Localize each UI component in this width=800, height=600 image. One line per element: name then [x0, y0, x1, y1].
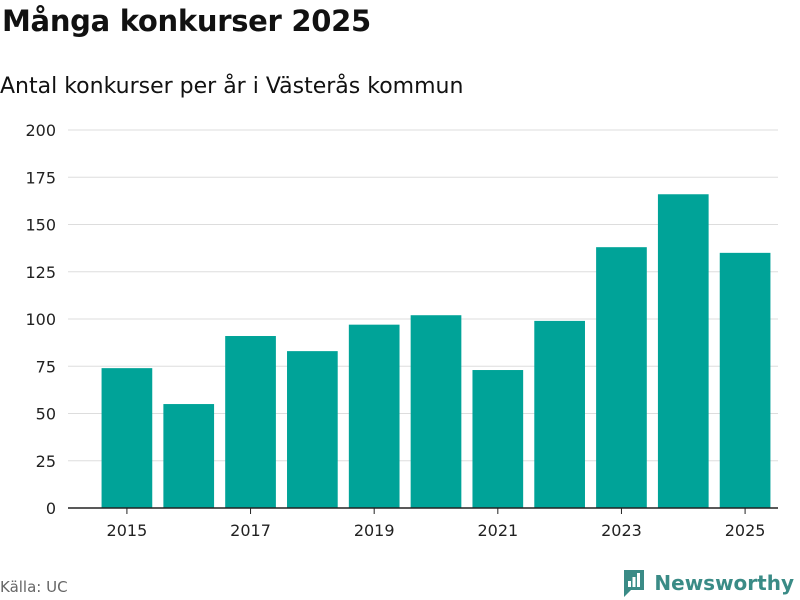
x-tick-label: 2023	[601, 521, 642, 540]
x-tick-label: 2021	[477, 521, 518, 540]
bar	[719, 252, 771, 508]
bar	[596, 247, 647, 508]
bar	[287, 351, 338, 508]
y-tick-label: 0	[46, 499, 56, 518]
bar	[534, 320, 585, 508]
bar-chart: 0 25 50 75 100 125 150 175 200 2015 2017 2019 2021 20…	[25, 121, 778, 540]
bar	[657, 194, 709, 508]
bar	[225, 336, 276, 508]
bar	[348, 324, 400, 508]
y-tick-label: 25	[36, 452, 56, 471]
brand: Newsworthy	[622, 568, 794, 598]
y-tick-label: 100	[25, 310, 56, 329]
bar	[101, 368, 153, 508]
bar	[410, 315, 462, 508]
x-tick-label: 2015	[107, 521, 148, 540]
source-note: Källa: UC	[0, 578, 68, 596]
y-tick-label: 50	[36, 405, 56, 424]
bar	[163, 404, 215, 508]
x-tick-label: 2017	[230, 521, 271, 540]
x-tick-label: 2019	[354, 521, 395, 540]
y-tick-label: 125	[25, 263, 56, 282]
chart-subtitle: Antal konkurser per år i Västerås kommun	[0, 74, 464, 99]
x-tick-label: 2025	[725, 521, 766, 540]
chart-title: Många konkurser 2025	[2, 4, 371, 38]
y-tick-label: 150	[25, 216, 56, 235]
newsworthy-logo-icon	[624, 570, 645, 597]
y-tick-label: 175	[25, 168, 56, 187]
y-tick-label: 200	[25, 121, 56, 140]
bar	[472, 370, 524, 508]
y-tick-label: 75	[36, 357, 56, 376]
brand-name: Newsworthy	[654, 571, 794, 595]
